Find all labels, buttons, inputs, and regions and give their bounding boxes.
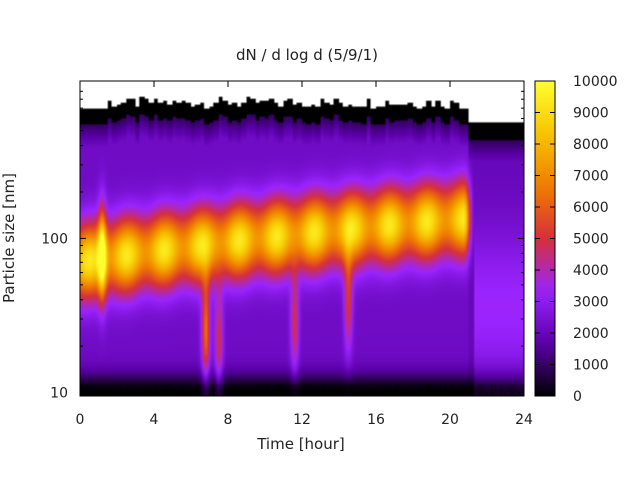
x-tick-label: 12 <box>293 412 311 428</box>
colorbar-tick-label: 6000 <box>573 200 609 216</box>
chart-title: dN / d log d (5/9/1) <box>236 46 378 64</box>
colorbar: 0 1000 2000 3000 4000 5000 6000 7000 8000 9000 100… <box>534 74 618 405</box>
x-tick-label: 20 <box>441 412 459 428</box>
y-axis-label: Particle size [nm] <box>0 173 18 303</box>
colorbar-tick-label: 8000 <box>573 137 609 153</box>
x-tick-label: 24 <box>515 412 533 428</box>
x-tick-label: 0 <box>76 412 85 428</box>
plot-area <box>80 81 524 396</box>
colorbar-tick-label: 9000 <box>573 106 609 122</box>
y-tick-label: 10 <box>50 386 68 402</box>
x-tick-label: 8 <box>224 412 233 428</box>
colorbar-tick-label: 5000 <box>573 232 609 248</box>
colorbar-tick-label: 10000 <box>573 74 618 90</box>
colorbar-tick-label: 7000 <box>573 169 609 185</box>
heatmap-image <box>80 81 524 396</box>
axes: 0 4 8 12 16 20 24 10 100 <box>41 80 533 428</box>
x-axis-label: Time [hour] <box>256 435 345 453</box>
colorbar-tick-label: 1000 <box>573 358 609 374</box>
y-tick-label: 100 <box>41 231 68 247</box>
x-tick-label: 4 <box>150 412 159 428</box>
colorbar-tick-label: 0 <box>573 389 582 405</box>
colorbar-tick-label: 2000 <box>573 326 609 342</box>
colorbar-tick-label: 3000 <box>573 295 609 311</box>
colorbar-tick-label: 4000 <box>573 263 609 279</box>
x-tick-label: 16 <box>367 412 385 428</box>
